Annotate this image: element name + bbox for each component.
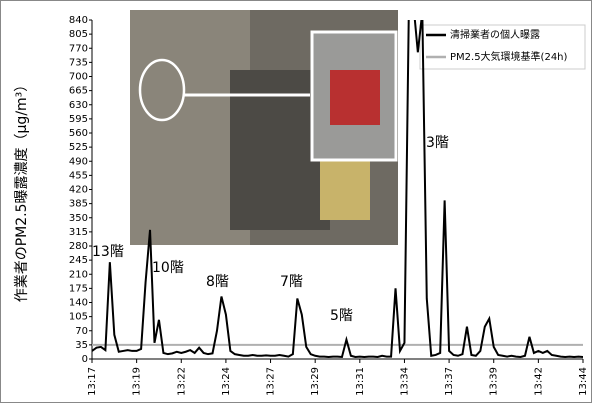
annotation: 7階	[280, 274, 303, 290]
y-tick-label: 420	[69, 185, 88, 196]
annotation: 8階	[206, 274, 229, 290]
y-tick-label: 70	[75, 326, 88, 337]
y-tick-label: 210	[69, 269, 88, 280]
x-tick-label: 13:44	[578, 367, 589, 396]
annotation: 3階	[426, 135, 449, 151]
y-tick-label: 490	[69, 156, 88, 167]
legend-label: PM2.5大気環境基準(24h)	[450, 50, 568, 63]
y-tick-label: 770	[69, 43, 88, 54]
x-tick-label: 13:39	[489, 367, 500, 396]
y-tick-label: 525	[69, 142, 88, 153]
x-tick-label: 13:24	[221, 367, 232, 396]
x-tick-label: 13:37	[444, 367, 455, 396]
legend-label: 清掃業者の個人曝露	[450, 28, 540, 41]
photo	[130, 10, 398, 245]
y-axis-label: 作業者のPM2.5曝露濃度（μg/m³）	[14, 78, 30, 303]
x-tick-label: 13:34	[399, 367, 410, 396]
y-tick-label: 735	[69, 57, 88, 68]
y-tick-label: 665	[69, 86, 88, 97]
y-tick-label: 630	[69, 100, 88, 111]
x-tick-label: 13:31	[355, 367, 366, 396]
y-tick-label: 140	[69, 298, 88, 309]
x-tick-label: 13:42	[533, 367, 544, 396]
y-tick-label: 455	[69, 170, 88, 181]
y-tick-label: 175	[69, 283, 88, 294]
x-tick-label: 13:27	[266, 367, 277, 396]
y-tick-label: 595	[69, 114, 88, 125]
annotation: 5階	[330, 308, 353, 324]
legend	[419, 24, 586, 70]
y-tick-label: 385	[69, 199, 88, 210]
y-tick-label: 245	[69, 255, 88, 266]
x-tick-label: 13:22	[176, 367, 187, 396]
y-tick-label: 105	[69, 312, 88, 323]
annotation: 10階	[152, 260, 184, 276]
y-tick-label: 315	[69, 227, 88, 238]
plot-area	[92, 20, 583, 359]
y-tick-label: 840	[69, 15, 88, 26]
x-tick-label: 13:29	[310, 367, 321, 396]
y-tick-label: 560	[69, 128, 88, 139]
y-tick-label: 350	[69, 213, 88, 224]
y-tick-label: 280	[69, 241, 88, 252]
x-tick-label: 13:19	[132, 367, 143, 396]
annotation: 13階	[92, 244, 124, 260]
data-line	[92, 20, 583, 359]
x-tick-label: 13:17	[87, 367, 98, 396]
y-tick-label: 35	[75, 340, 88, 351]
y-tick-label: 700	[69, 72, 88, 83]
y-tick-label: 0	[82, 354, 88, 365]
y-tick-label: 805	[69, 29, 88, 40]
